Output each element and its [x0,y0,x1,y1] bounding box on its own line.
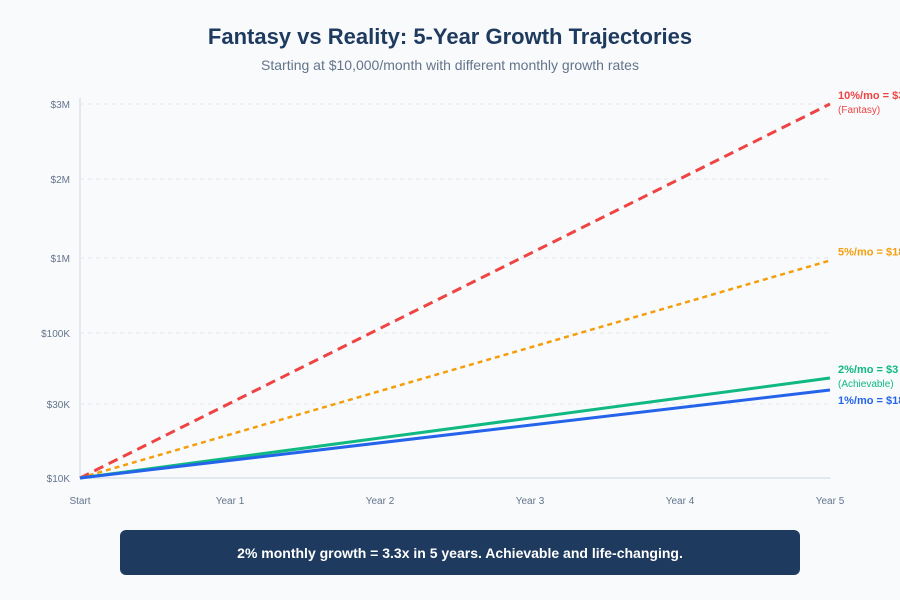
series-label: 10%/mo = $3 [838,90,900,102]
series-note: (Fantasy) [838,105,880,116]
y-tick-label: $30K [47,400,71,411]
x-tick-label: Year 4 [666,496,695,507]
series-line [79,376,831,480]
summary-banner: 2% monthly growth = 3.3x in 5 years. Ach… [120,530,800,575]
series-line [79,388,831,480]
x-tick-label: Year 3 [516,496,545,507]
chart-subtitle: Starting at $10,000/month with different… [261,57,639,73]
x-tick-label: Year 2 [366,496,395,507]
series-line [79,102,831,480]
series-label: 2%/mo = $3 [838,364,898,376]
series-note: (Achievable) [838,379,894,390]
summary-text: 2% monthly growth = 3.3x in 5 years. Ach… [237,544,683,561]
y-tick-label: $3M [51,100,70,111]
series-label: 1%/mo = $18 [838,395,900,407]
y-tick-label: $10K [47,474,71,485]
y-tick-label: $1M [51,254,70,265]
x-tick-label: Start [69,496,90,507]
series-line [79,259,831,480]
x-tick-label: Year 5 [816,496,845,507]
series-label: 5%/mo = $18 [838,247,900,259]
x-tick-label: Year 1 [216,496,245,507]
y-tick-label: $100K [41,329,70,340]
chart-title: Fantasy vs Reality: 5-Year Growth Trajec… [207,24,693,49]
y-tick-label: $2M [51,175,70,186]
